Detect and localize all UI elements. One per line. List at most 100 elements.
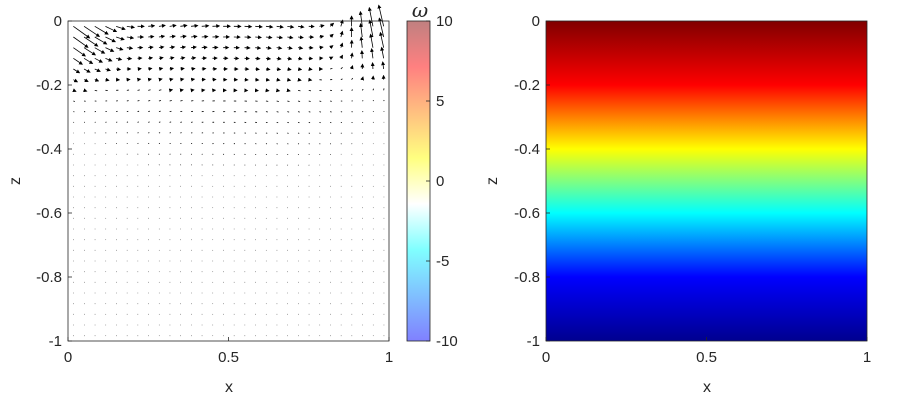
quiver-arrow (308, 77, 313, 82)
quiver-arrow (169, 23, 177, 28)
quiver-arrow (287, 24, 295, 29)
quiver-arrow (168, 88, 174, 93)
quiver-arrow (148, 45, 154, 50)
x-tick-label: 0.5 (696, 349, 717, 366)
quiver-arrow (191, 23, 199, 28)
quiver-arrow (328, 56, 334, 61)
quiver-arrow (201, 34, 209, 39)
quiver-arrow (255, 35, 263, 40)
y-tick-label: -0.8 (36, 269, 62, 286)
y-tick-label: -1 (49, 333, 62, 350)
quiver-x-ticks: 0 0.5 1 (64, 337, 393, 366)
quiver-arrow (297, 89, 301, 92)
y-tick-label: -0.6 (514, 205, 540, 222)
quiver-arrow (180, 77, 185, 82)
quiver-arrow (94, 25, 109, 35)
quiver-arrow (158, 23, 166, 28)
quiver-arrow (158, 89, 162, 91)
quiver-arrow (73, 78, 79, 83)
quiver-arrow (105, 36, 117, 43)
quiver-arrow (94, 57, 103, 63)
quiver-arrow (105, 47, 115, 52)
quiver-arrow (179, 88, 184, 93)
quiver-arrow (180, 23, 188, 28)
quiver-arrow (116, 46, 124, 51)
quiver-arrow (308, 89, 312, 92)
quiver-arrow (158, 56, 164, 61)
colorbar-label: ω (412, 0, 428, 22)
quiver-arrow (158, 45, 165, 50)
quiver-arrow (380, 46, 385, 59)
quiver-arrow (83, 47, 96, 56)
quiver-arrow (339, 54, 343, 60)
quiver-arrow (126, 25, 136, 29)
quiver-arrow (180, 56, 186, 61)
quiver-arrow (94, 36, 108, 45)
y-tick-label: 0 (54, 13, 62, 30)
quiver-arrow (351, 77, 354, 80)
quiver-arrow (94, 68, 101, 72)
quiver-arrow (377, 4, 385, 27)
quiver-arrow (369, 33, 374, 48)
quiver-arrow (297, 77, 302, 82)
quiver-arrow (126, 35, 135, 40)
quiver-y-label: z (7, 177, 24, 185)
quiver-arrow (190, 56, 197, 61)
quiver-arrow (319, 34, 325, 39)
heatmap-x-ticks: 0 0.5 1 (542, 337, 871, 366)
quiver-arrow (361, 88, 364, 91)
y-tick-label: -0.2 (36, 77, 62, 94)
quiver-arrow (265, 56, 272, 61)
quiver-arrow (148, 110, 150, 113)
quiver-arrow (180, 34, 187, 39)
quiver-arrow (297, 56, 303, 61)
quiver-arrow (148, 100, 151, 102)
quiver-arrow (351, 89, 354, 91)
quiver-arrow (372, 88, 374, 91)
quiver-arrow (286, 77, 292, 82)
quiver-arrow (105, 67, 111, 72)
quiver-arrow (276, 35, 284, 40)
quiver-arrow (319, 24, 325, 28)
quiver-arrow (147, 77, 152, 82)
colorbar-tick-label: 10 (436, 13, 453, 30)
x-tick-label: 0 (542, 349, 550, 366)
quiver-arrow (276, 45, 283, 50)
quiver-arrow (148, 24, 156, 29)
x-tick-label: 1 (385, 349, 393, 366)
colorbar-tick-label: 5 (436, 93, 444, 110)
x-tick-label: 0.5 (218, 349, 239, 366)
quiver-arrow (169, 66, 175, 71)
heatmap-y-ticks: 0 -0.2 -0.4 -0.6 -0.8 -1 (514, 13, 550, 350)
quiver-arrow (359, 36, 364, 48)
quiver-arrow (372, 100, 374, 102)
quiver-arrow (158, 100, 162, 102)
heatmap-y-label: z (484, 177, 501, 185)
quiver-arrow (367, 6, 374, 27)
quiver-arrow (158, 66, 164, 71)
quiver-arrow (287, 100, 290, 102)
quiver-arrow (116, 67, 122, 72)
quiver-arrows (72, 4, 386, 337)
y-tick-label: -0.6 (36, 205, 62, 222)
x-tick-label: 0 (64, 349, 72, 366)
colorbar: 10 5 0 -5 -10 ω (406, 0, 458, 350)
quiver-arrow (158, 34, 166, 39)
quiver-arrow (339, 30, 344, 38)
quiver-arrow (383, 99, 385, 102)
quiver-arrow (105, 77, 110, 82)
colorbar-tick-label: -10 (436, 333, 458, 350)
quiver-arrow (169, 100, 172, 102)
quiver-arrow (126, 46, 134, 50)
quiver-arrow (255, 24, 263, 29)
quiver-arrow (379, 31, 385, 48)
quiver-arrow (297, 67, 303, 72)
quiver-arrow (358, 23, 363, 38)
quiver-arrow (83, 88, 88, 93)
quiver-arrow (330, 68, 333, 70)
heatmap-x-label: x (703, 379, 711, 396)
quiver-arrow (360, 76, 365, 81)
quiver-arrow (287, 35, 294, 40)
quiver-arrow (83, 78, 89, 82)
